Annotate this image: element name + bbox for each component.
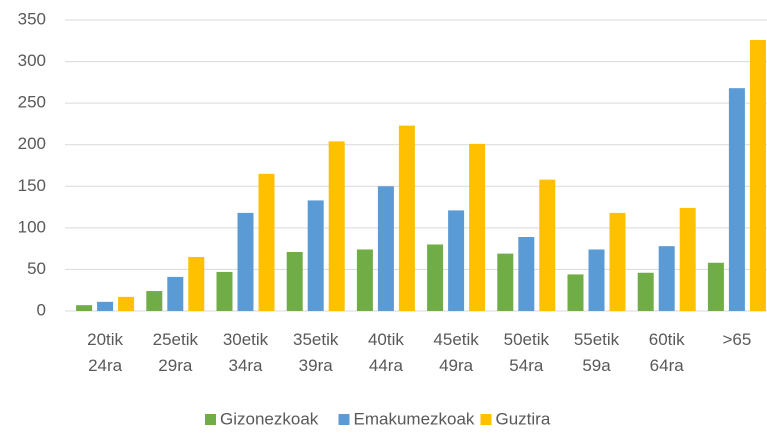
x-tick-line: 40tik bbox=[368, 330, 404, 349]
y-tick-label: 300 bbox=[18, 51, 46, 70]
x-tick-line: 60tik bbox=[649, 330, 685, 349]
y-tick-label: 350 bbox=[18, 9, 46, 28]
bar bbox=[356, 249, 373, 311]
legend-swatch bbox=[338, 414, 350, 425]
bar bbox=[167, 276, 184, 311]
bar bbox=[97, 301, 114, 311]
x-tick-line: 34ra bbox=[228, 356, 263, 375]
legend-label: Emakumezkoak bbox=[354, 409, 475, 428]
x-tick-line: 45etik bbox=[433, 330, 479, 349]
x-tick-line: 24ra bbox=[88, 356, 123, 375]
legend-swatch bbox=[480, 414, 492, 425]
x-tick-line: 54ra bbox=[509, 356, 544, 375]
x-tick-label: 35etik 39ra bbox=[293, 330, 339, 375]
x-tick-line: >65 bbox=[722, 330, 751, 349]
x-tick-line: 29ra bbox=[158, 356, 193, 375]
x-tick-line: 49ra bbox=[439, 356, 474, 375]
x-tick-line: 25etik bbox=[153, 330, 199, 349]
bar bbox=[497, 253, 514, 311]
x-tick-label: 40tik 44ra bbox=[368, 330, 404, 375]
bar bbox=[188, 256, 205, 311]
bar bbox=[749, 39, 766, 311]
y-tick-label: 100 bbox=[18, 217, 46, 236]
x-tick-line: 55etik bbox=[574, 330, 620, 349]
legend-label: Gizonezkoak bbox=[220, 409, 319, 428]
bar bbox=[286, 251, 303, 311]
bar bbox=[118, 296, 135, 311]
bar bbox=[728, 88, 745, 311]
x-tick-label: 30etik 34ra bbox=[223, 330, 269, 375]
bar bbox=[76, 305, 93, 311]
x-tick-line: 39ra bbox=[299, 356, 334, 375]
y-tick-label: 50 bbox=[27, 259, 46, 278]
bar bbox=[448, 210, 465, 311]
legend-label: Guztira bbox=[496, 409, 551, 428]
y-tick-label: 200 bbox=[18, 134, 46, 153]
x-tick-label: 20tik 24ra bbox=[87, 330, 123, 375]
x-tick-label: 60tik 64ra bbox=[649, 330, 685, 375]
bar bbox=[258, 173, 275, 311]
x-tick-line: 64ra bbox=[650, 356, 685, 375]
legend-swatch bbox=[205, 414, 216, 425]
x-tick-line: 44ra bbox=[369, 356, 404, 375]
bar bbox=[567, 274, 584, 311]
bar bbox=[377, 186, 394, 311]
x-tick-label: >65 bbox=[722, 330, 751, 349]
bar bbox=[398, 125, 415, 311]
bar bbox=[609, 212, 626, 311]
bar bbox=[539, 179, 556, 311]
bar bbox=[216, 271, 233, 311]
bar bbox=[469, 143, 486, 311]
bar bbox=[328, 141, 345, 311]
y-tick-label: 150 bbox=[18, 176, 46, 195]
bar bbox=[707, 262, 724, 311]
bar bbox=[307, 200, 324, 311]
x-tick-label: 25etik 29ra bbox=[153, 330, 199, 375]
bar bbox=[588, 249, 605, 311]
x-tick-line: 50etik bbox=[504, 330, 550, 349]
bar bbox=[637, 272, 654, 311]
bar bbox=[237, 212, 254, 311]
bar bbox=[427, 244, 444, 311]
x-tick-label: 50etik 54ra bbox=[504, 330, 550, 375]
y-tick-label: 250 bbox=[18, 93, 46, 112]
x-tick-line: 20tik bbox=[87, 330, 123, 349]
y-tick-label: 0 bbox=[37, 300, 46, 319]
bar bbox=[518, 237, 535, 311]
x-tick-label: 55etik 59a bbox=[574, 330, 620, 375]
bar bbox=[679, 207, 696, 311]
x-tick-label: 45etik 49ra bbox=[433, 330, 479, 375]
bar bbox=[658, 246, 675, 311]
x-tick-line: 35etik bbox=[293, 330, 339, 349]
bar bbox=[146, 291, 163, 311]
x-tick-line: 59a bbox=[582, 356, 611, 375]
x-tick-line: 30etik bbox=[223, 330, 269, 349]
